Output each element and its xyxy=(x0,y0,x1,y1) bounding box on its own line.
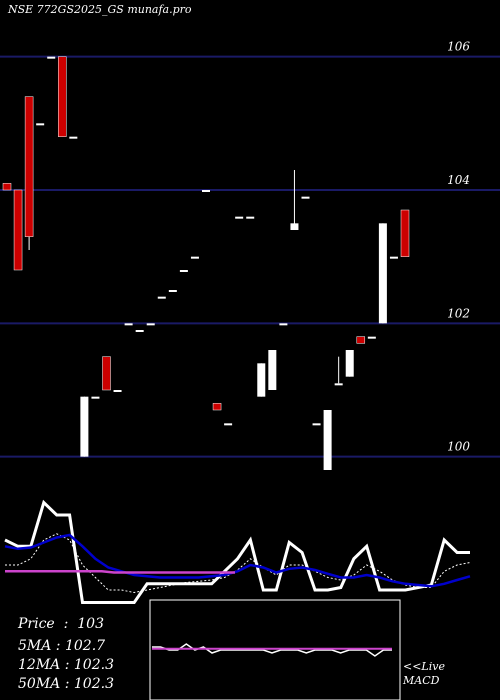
candle xyxy=(367,336,376,339)
candle xyxy=(202,190,210,192)
candle xyxy=(47,56,56,59)
candle xyxy=(345,350,354,377)
candle xyxy=(135,330,144,332)
tick-label-102: 102 xyxy=(447,306,470,320)
ma50-label: 50MA xyxy=(18,676,61,692)
candle xyxy=(190,256,199,259)
candle xyxy=(179,270,188,272)
candle xyxy=(400,209,410,257)
candle xyxy=(36,123,45,126)
candle xyxy=(146,323,155,326)
ma12-label: 12MA xyxy=(18,657,61,673)
candle xyxy=(279,323,288,326)
candle xyxy=(389,256,398,259)
candle xyxy=(13,189,23,271)
candle xyxy=(290,223,299,230)
candle xyxy=(268,350,277,390)
candle xyxy=(257,363,266,397)
candle xyxy=(80,396,89,457)
price-value: 103 xyxy=(77,616,104,632)
candles xyxy=(2,56,410,470)
candle xyxy=(168,290,177,292)
candle xyxy=(124,323,133,326)
ma50-value: 102.3 xyxy=(73,676,114,692)
candle xyxy=(69,136,78,139)
candle xyxy=(378,223,387,324)
candle xyxy=(323,410,332,470)
ma12-stat: 12MA : 102.3 xyxy=(18,657,114,673)
candle xyxy=(2,183,12,191)
oscillator-panel xyxy=(4,499,471,604)
candle xyxy=(91,396,100,399)
price-stat: Price : 103 xyxy=(18,616,104,632)
candle xyxy=(334,383,343,386)
ma5-value: 102.7 xyxy=(64,638,106,654)
ma5-stat: 5MA : 102.7 xyxy=(18,638,106,654)
oscillator-line xyxy=(5,570,235,574)
candle xyxy=(113,390,122,392)
candle xyxy=(58,56,67,137)
oscillator-line xyxy=(4,499,470,604)
candle xyxy=(246,216,255,219)
candle xyxy=(235,216,244,219)
live-macd-label: <<Live MACD xyxy=(403,660,445,688)
oscillator-line xyxy=(4,533,471,588)
candle xyxy=(102,356,111,391)
macd-lines xyxy=(152,643,392,657)
live-label: <<Live xyxy=(403,660,445,673)
candle xyxy=(212,403,222,411)
macd-label: MACD xyxy=(403,674,440,687)
gridlines: 100 102 104 106 xyxy=(0,40,500,458)
candle xyxy=(301,196,310,199)
ma12-value: 102.3 xyxy=(73,657,114,673)
chart-title: NSE 772GS2025_GS munafa.pro xyxy=(7,3,192,16)
candle xyxy=(24,96,34,237)
candle xyxy=(356,336,366,344)
candle xyxy=(157,296,166,299)
tick-label-106: 106 xyxy=(447,40,470,54)
price-label: Price xyxy=(18,616,55,632)
candle xyxy=(312,423,321,426)
tick-label-104: 104 xyxy=(447,173,470,187)
tick-label-100: 100 xyxy=(447,440,470,454)
candle xyxy=(224,423,233,426)
ma5-label: 5MA xyxy=(18,638,52,654)
ma50-stat: 50MA : 102.3 xyxy=(18,676,114,692)
